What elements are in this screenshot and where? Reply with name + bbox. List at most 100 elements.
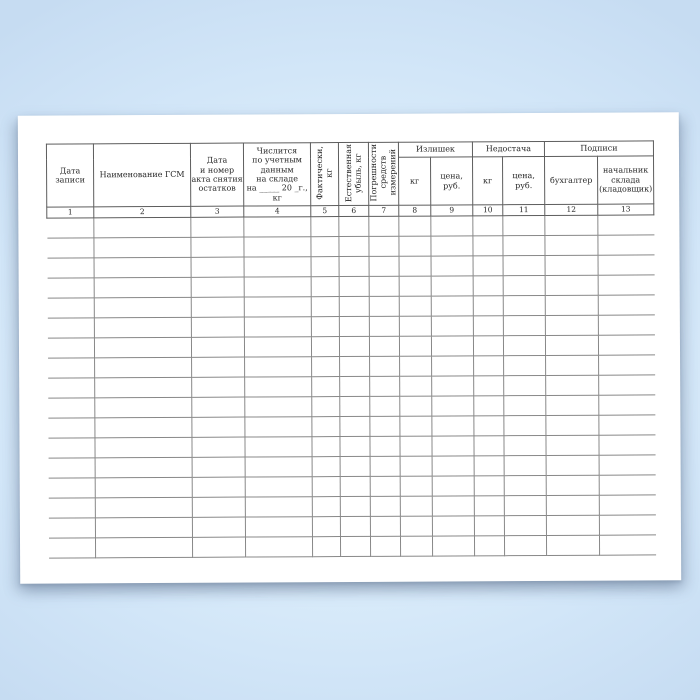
empty-cell [400, 476, 433, 497]
empty-cell [244, 416, 312, 438]
empty-cell [191, 317, 245, 338]
empty-cell [504, 535, 547, 556]
empty-cell [544, 215, 598, 236]
empty-cell [95, 457, 193, 478]
empty-cell [95, 517, 193, 538]
empty-cell [192, 537, 246, 558]
empty-cell [473, 255, 504, 276]
empty-cell [599, 514, 656, 536]
empty-cell [191, 277, 245, 298]
empty-cell [398, 216, 431, 237]
group-header-surplus: Излишек [398, 141, 473, 158]
empty-cell [598, 434, 656, 456]
empty-cell [94, 297, 192, 318]
empty-cell [431, 255, 474, 277]
empty-cell [191, 437, 246, 458]
empty-cell [431, 295, 474, 317]
empty-cell [311, 356, 340, 377]
empty-cell [47, 437, 96, 459]
empty-cell [47, 357, 95, 379]
empty-cell [545, 255, 599, 276]
empty-cell [546, 535, 600, 556]
empty-cell [504, 475, 547, 496]
empty-cell [503, 375, 546, 396]
empty-cell [598, 254, 655, 276]
empty-cell [339, 416, 370, 437]
empty-cell [399, 436, 433, 457]
empty-cell [598, 314, 655, 336]
empty-cell [430, 235, 474, 257]
empty-cell [339, 376, 370, 397]
empty-cell [370, 516, 401, 537]
empty-cell [369, 276, 400, 297]
empty-cell [472, 235, 504, 256]
empty-cell [192, 517, 246, 538]
column-number: 12 [544, 204, 598, 216]
column-header-measurement-error: Погрешности средств измерений [368, 142, 399, 206]
empty-cell [473, 275, 504, 296]
empty-cell [431, 315, 474, 337]
empty-cell [48, 537, 96, 559]
empty-cell [399, 256, 432, 277]
empty-cell [544, 235, 599, 256]
empty-cell [545, 275, 599, 296]
column-number: 8 [398, 205, 431, 217]
empty-cell [94, 257, 192, 278]
empty-cell [190, 217, 244, 238]
empty-cell [191, 297, 245, 318]
empty-cell [190, 237, 245, 258]
empty-cell [310, 236, 340, 257]
empty-cell [312, 496, 341, 517]
empty-cell [400, 456, 433, 477]
empty-cell [340, 456, 371, 477]
empty-cell [474, 535, 505, 556]
column-number: 2 [93, 206, 191, 218]
data-rows [46, 214, 656, 559]
empty-cell [47, 297, 95, 319]
empty-cell [370, 536, 401, 557]
empty-cell [474, 475, 505, 496]
empty-cell [432, 475, 475, 497]
empty-cell [504, 515, 547, 536]
empty-cell [192, 477, 246, 498]
empty-cell [244, 436, 313, 458]
empty-cell [369, 396, 400, 417]
empty-cell [369, 296, 400, 317]
empty-cell [369, 356, 400, 377]
column-number: 7 [368, 205, 399, 217]
empty-cell [46, 217, 94, 239]
empty-cell [191, 257, 245, 278]
empty-cell [244, 396, 312, 418]
empty-cell [432, 515, 475, 537]
empty-cell [545, 375, 599, 396]
column-number: 9 [430, 204, 473, 217]
empty-cell [311, 396, 340, 417]
empty-cell [192, 497, 246, 518]
empty-cell [598, 374, 655, 396]
empty-cell [340, 516, 371, 537]
empty-cell [95, 497, 193, 518]
empty-cell [192, 457, 246, 478]
empty-cell [599, 454, 656, 476]
empty-cell [95, 477, 193, 498]
empty-cell [503, 355, 546, 376]
empty-cell [599, 494, 656, 516]
empty-cell [431, 275, 474, 297]
empty-cell [244, 376, 312, 398]
empty-cell [340, 496, 371, 517]
subheader-surplus-kg: кг [398, 157, 431, 206]
empty-cell [431, 355, 474, 377]
empty-cell [311, 416, 340, 437]
empty-cell [473, 435, 505, 456]
empty-cell [546, 495, 600, 516]
empty-cell [243, 216, 311, 238]
empty-cell [245, 456, 313, 478]
empty-cell [47, 417, 95, 439]
empty-cell [503, 295, 546, 316]
empty-cell [599, 534, 656, 556]
empty-cell [311, 296, 340, 317]
empty-cell [545, 435, 600, 456]
empty-cell [312, 536, 341, 557]
empty-cell [598, 294, 655, 316]
